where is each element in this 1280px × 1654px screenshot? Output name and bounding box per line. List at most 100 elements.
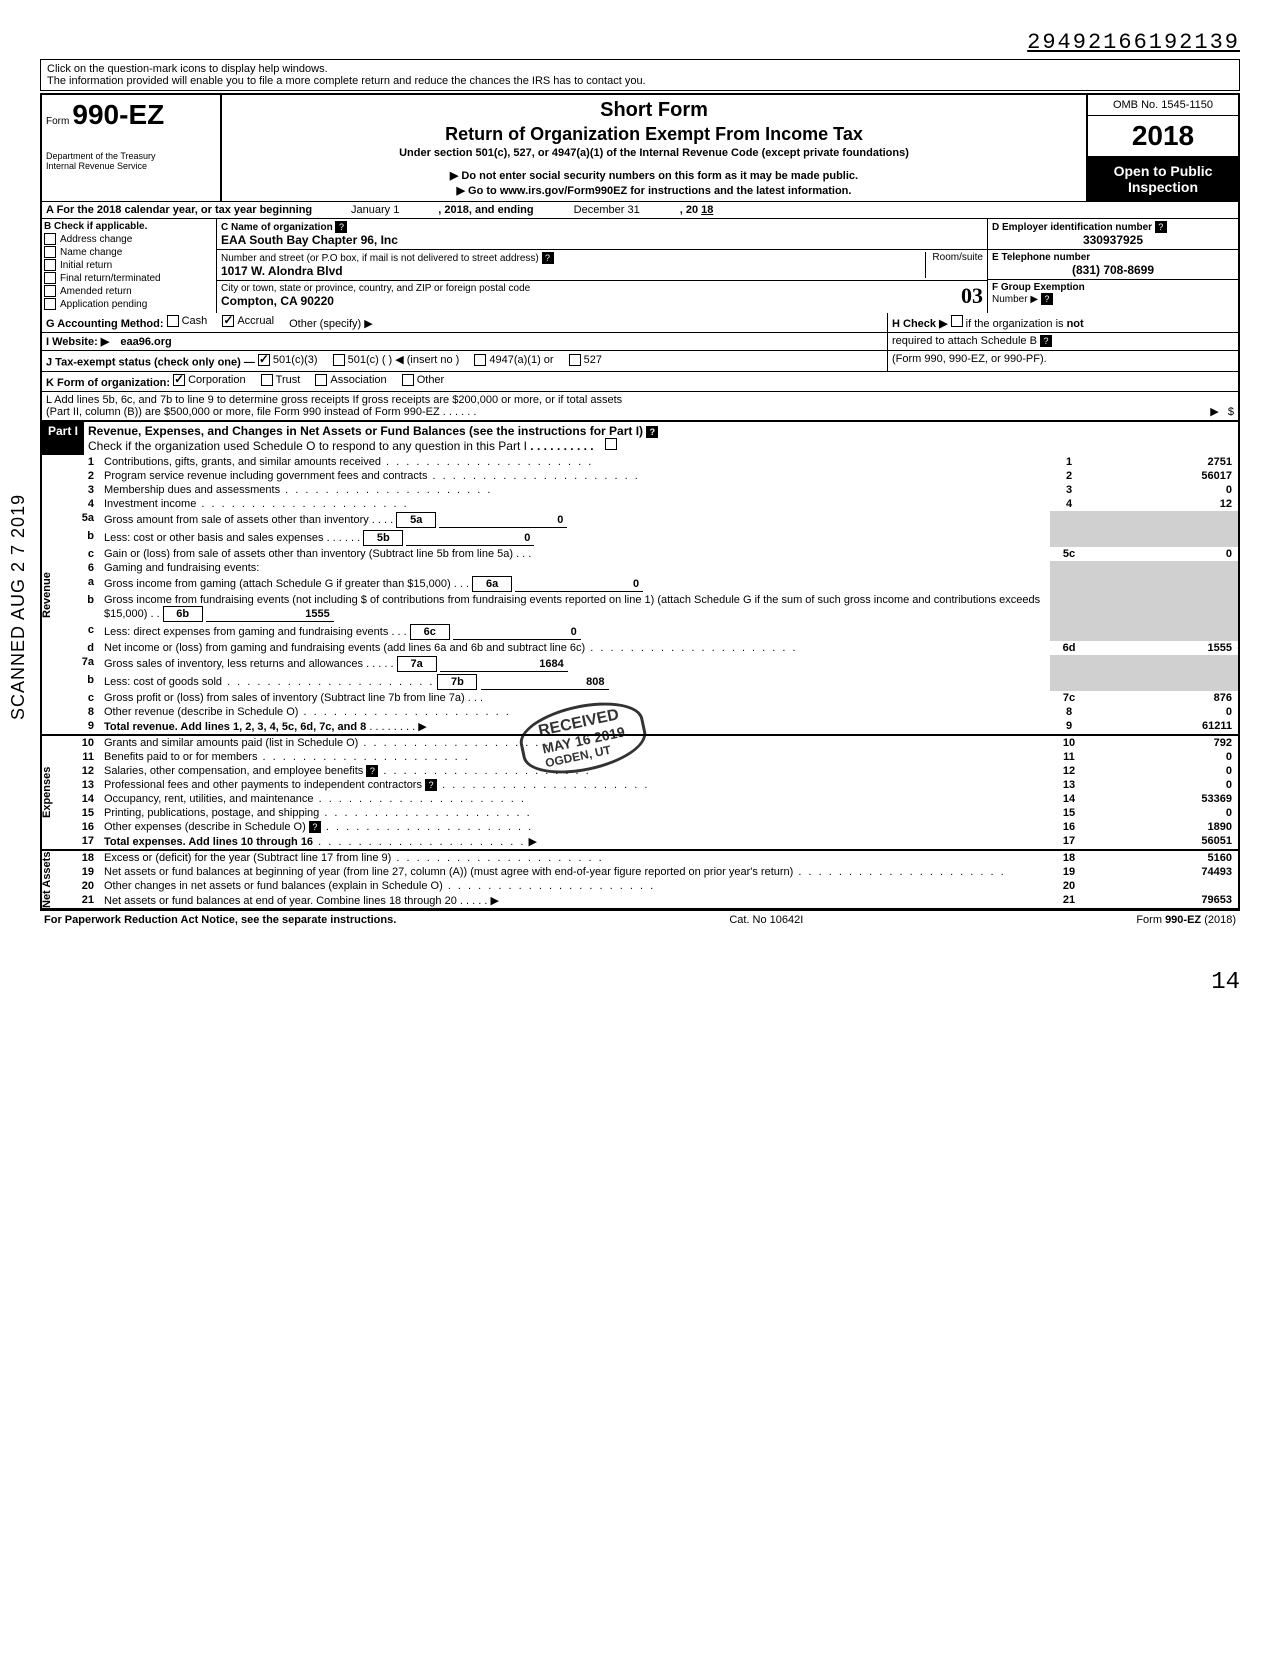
ln12-box: 12 — [1050, 764, 1088, 778]
chk-527[interactable]: 527 — [569, 354, 602, 366]
help-icon[interactable]: ? — [309, 821, 321, 833]
ln8-num: 8 — [62, 705, 100, 719]
ln5a-shade2 — [1088, 511, 1239, 529]
chk-501c3[interactable]: 501(c)(3) — [258, 354, 318, 366]
help-icon[interactable]: ? — [425, 779, 437, 791]
c-label: C Name of organization — [221, 222, 333, 233]
ln7b-ibox: 7b — [437, 674, 477, 690]
ln10-box: 10 — [1050, 735, 1088, 750]
col-c: C Name of organization ? EAA South Bay C… — [217, 219, 988, 313]
ln1-num: 1 — [62, 455, 100, 469]
dept-1: Department of the Treasury — [46, 151, 216, 161]
chk-501c[interactable]: 501(c) () ◀ (insert no ) — [333, 353, 460, 366]
ln16-num: 16 — [62, 820, 100, 834]
c-city-row: City or town, state or province, country… — [217, 281, 987, 311]
ln6c-ival: 0 — [453, 625, 581, 640]
chk-name[interactable]: Name change — [44, 246, 214, 258]
chk-4947[interactable]: 4947(a)(1) or — [474, 354, 553, 366]
ln15-desc: Printing, publications, postage, and shi… — [104, 807, 319, 819]
chk-amended[interactable]: Amended return — [44, 285, 214, 297]
d-row: D Employer identification number ? 33093… — [988, 219, 1238, 250]
l-arrow: ▶ — [1210, 406, 1218, 418]
top-id: 29492166192139 — [40, 30, 1240, 55]
col-b: B Check if applicable. Address change Na… — [42, 219, 217, 313]
help-icon[interactable]: ? — [366, 765, 378, 777]
ln18-box: 18 — [1050, 850, 1088, 865]
501c-label: 501(c) ( — [348, 354, 386, 366]
ln6c-desc: Less: direct expenses from gaming and fu… — [104, 626, 388, 638]
ln5c-val: 0 — [1088, 547, 1239, 561]
chk-initial[interactable]: Initial return — [44, 259, 214, 271]
cash-label: Cash — [182, 315, 208, 327]
ln6b-ibox: 6b — [163, 606, 203, 622]
ln9-desc: Total revenue. Add lines 1, 2, 3, 4, 5c,… — [104, 721, 366, 733]
ln11-val: 0 — [1088, 750, 1239, 764]
help-icon[interactable]: ? — [1155, 221, 1167, 233]
ln4-box: 4 — [1050, 497, 1088, 511]
room-label: Room/suite — [925, 252, 983, 278]
ln7a-ibox: 7a — [397, 656, 437, 672]
chk-corp[interactable]: Corporation — [173, 374, 245, 386]
ln7a-num: 7a — [62, 655, 100, 673]
chk-cash[interactable]: Cash — [167, 315, 208, 327]
ln5a-shade — [1050, 511, 1088, 529]
chk-assoc[interactable]: Association — [315, 374, 386, 386]
ln2-num: 2 — [62, 469, 100, 483]
ln3-val: 0 — [1088, 483, 1239, 497]
help-icon[interactable]: ? — [1041, 293, 1053, 305]
rowa-mid: , 2018, and ending — [438, 204, 533, 216]
city-label: City or town, state or province, country… — [221, 283, 530, 294]
dept-2: Internal Revenue Service — [46, 161, 216, 171]
ln4-num: 4 — [62, 497, 100, 511]
help-icon[interactable]: ? — [1040, 335, 1052, 347]
ln7c-box: 7c — [1050, 691, 1088, 705]
f-label: F Group Exemption — [992, 282, 1234, 293]
ln2-desc: Program service revenue including govern… — [104, 470, 427, 482]
ln15-num: 15 — [62, 806, 100, 820]
help-box: Click on the question-mark icons to disp… — [40, 59, 1240, 91]
ln14-box: 14 — [1050, 792, 1088, 806]
ln10-desc: Grants and similar amounts paid (list in… — [104, 737, 358, 749]
ln21-box: 21 — [1050, 893, 1088, 909]
chk-final[interactable]: Final return/terminated — [44, 272, 214, 284]
chk-initial-label: Initial return — [60, 260, 112, 271]
chk-trust[interactable]: Trust — [261, 374, 301, 386]
help-icon[interactable]: ? — [646, 426, 658, 438]
form-number: 990-EZ — [72, 99, 164, 130]
help-icon[interactable]: ? — [542, 252, 554, 264]
ln16-desc: Other expenses (describe in Schedule O) — [104, 821, 306, 833]
ln14-val: 53369 — [1088, 792, 1239, 806]
l-dollar: $ — [1228, 406, 1234, 418]
ln10-val: 792 — [1088, 735, 1239, 750]
chk-address[interactable]: Address change — [44, 233, 214, 245]
ln7a-ival: 1684 — [440, 657, 568, 672]
corp-label: Corporation — [188, 374, 245, 386]
col-de: D Employer identification number ? 33093… — [988, 219, 1238, 313]
chk-accrual[interactable]: Accrual — [222, 315, 274, 327]
ln6a-shade2 — [1088, 575, 1239, 593]
ln17-box: 17 — [1050, 834, 1088, 850]
ln2-val: 56017 — [1088, 469, 1239, 483]
ln7b-ival: 808 — [481, 675, 609, 690]
chk-h[interactable] — [951, 315, 963, 327]
b-label: B Check if applicable. — [44, 221, 214, 232]
i-label: I Website: ▶ — [46, 336, 109, 348]
chk-amended-label: Amended return — [60, 286, 132, 297]
chk-other[interactable]: Other — [402, 374, 445, 386]
chk-part1[interactable] — [605, 438, 617, 450]
help-icon[interactable]: ? — [335, 221, 347, 233]
ln17-val: 56051 — [1088, 834, 1239, 850]
ln19-num: 19 — [62, 865, 100, 879]
omb: OMB No. 1545-1150 — [1088, 95, 1238, 116]
ln19-box: 19 — [1050, 865, 1088, 879]
ln5a-desc: Gross amount from sale of assets other t… — [104, 514, 369, 526]
ln18-val: 5160 — [1088, 850, 1239, 865]
chk-pending[interactable]: Application pending — [44, 298, 214, 310]
ln11-box: 11 — [1050, 750, 1088, 764]
ln7c-desc: Gross profit or (loss) from sales of inv… — [104, 692, 465, 704]
form-header: Form 990-EZ Department of the Treasury I… — [40, 93, 1240, 201]
chk-address-label: Address change — [60, 234, 132, 245]
ln4-desc: Investment income — [104, 498, 196, 510]
ln7a-desc: Gross sales of inventory, less returns a… — [104, 658, 363, 670]
l-2: (Part II, column (B)) are $500,000 or mo… — [46, 406, 440, 418]
